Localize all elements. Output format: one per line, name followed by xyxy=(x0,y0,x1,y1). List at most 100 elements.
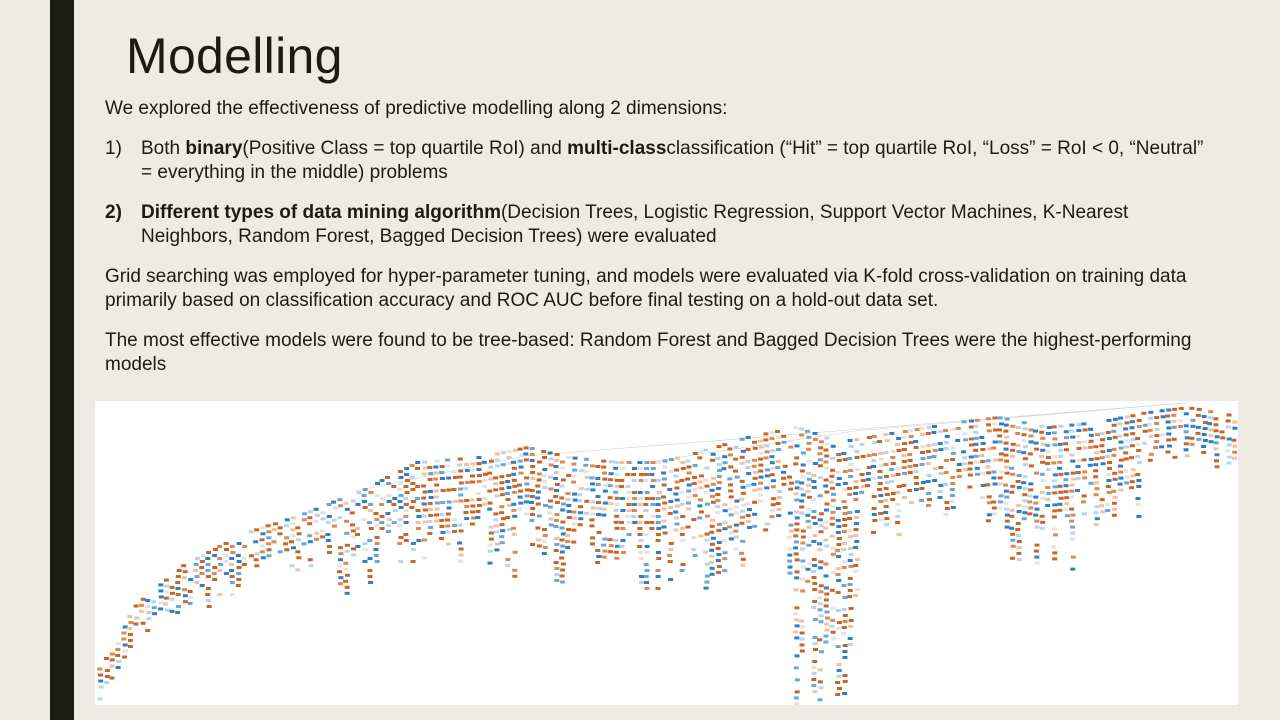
tree-node xyxy=(661,519,667,523)
tree-node xyxy=(163,596,169,600)
tree-node xyxy=(571,522,577,526)
tree-node xyxy=(560,502,566,506)
tree-node xyxy=(529,501,535,504)
tree-node xyxy=(793,534,799,538)
tree-node xyxy=(307,534,313,538)
tree-node xyxy=(747,508,752,511)
tree-node xyxy=(998,494,1004,498)
tree-node xyxy=(793,540,799,544)
tree-node xyxy=(1112,507,1118,511)
tree-node xyxy=(961,450,967,454)
tree-node xyxy=(787,559,793,563)
tree-node xyxy=(643,563,649,566)
tree-node xyxy=(847,559,853,562)
tree-node xyxy=(572,456,578,460)
tree-node xyxy=(709,566,715,570)
tree-node xyxy=(812,600,818,603)
tree-node xyxy=(457,457,463,461)
tree-node xyxy=(745,514,751,517)
tree-node xyxy=(985,465,991,469)
tree-node xyxy=(1009,490,1015,494)
tree-node xyxy=(842,674,848,677)
tree-node xyxy=(1130,474,1136,478)
tree-node xyxy=(895,491,901,494)
tree-node xyxy=(854,510,860,513)
tree-node xyxy=(625,485,631,488)
tree-node xyxy=(866,466,872,469)
tree-node xyxy=(1118,458,1124,462)
tree-node xyxy=(1069,495,1074,499)
tree-node xyxy=(806,441,812,445)
tree-node xyxy=(512,484,518,488)
tree-node xyxy=(355,545,361,548)
tree-node xyxy=(733,523,739,527)
tree-node xyxy=(248,530,254,534)
tree-node xyxy=(787,475,792,479)
tree-node xyxy=(511,532,517,536)
left-accent-bar xyxy=(50,0,74,720)
tree-node xyxy=(523,458,529,462)
tree-node xyxy=(853,570,859,573)
tree-node xyxy=(1069,519,1075,523)
tree-node xyxy=(854,588,860,591)
tree-node xyxy=(728,489,734,493)
tree-node xyxy=(854,468,860,471)
tree-node xyxy=(332,524,337,528)
tree-node xyxy=(266,554,272,558)
tree-node xyxy=(403,503,409,506)
tree-node xyxy=(991,470,997,474)
tree-node xyxy=(1010,484,1016,488)
tree-node xyxy=(637,503,643,506)
tree-node xyxy=(871,459,877,462)
tree-node xyxy=(422,538,427,542)
tree-node xyxy=(763,432,769,436)
tree-node xyxy=(1070,513,1076,517)
tree-node xyxy=(812,636,818,639)
tree-node xyxy=(686,465,692,469)
tree-node xyxy=(403,521,409,524)
tree-node xyxy=(679,479,685,482)
tree-node xyxy=(884,481,890,484)
tree-node xyxy=(770,479,776,483)
tree-node xyxy=(698,486,704,490)
tree-node xyxy=(709,494,715,498)
tree-node xyxy=(572,498,578,502)
tree-node xyxy=(902,442,908,445)
tree-node xyxy=(1213,441,1219,445)
tree-node xyxy=(1058,496,1064,500)
tree-node xyxy=(1165,414,1171,418)
tree-node xyxy=(1123,457,1129,461)
tree-node xyxy=(770,497,776,501)
tree-node xyxy=(1063,484,1069,488)
tree-node xyxy=(578,487,584,491)
tree-node xyxy=(1093,481,1099,485)
tree-node xyxy=(877,488,883,491)
tree-node xyxy=(583,457,589,461)
tree-node xyxy=(1118,440,1124,444)
tree-node xyxy=(343,561,349,565)
tree-node xyxy=(182,600,188,604)
tree-node xyxy=(1052,455,1058,459)
tree-node xyxy=(811,480,817,483)
tree-node xyxy=(889,432,895,435)
tree-node xyxy=(734,499,740,503)
tree-node xyxy=(728,483,733,487)
tree-node xyxy=(877,476,883,479)
tree-node xyxy=(655,539,661,542)
tree-node xyxy=(728,453,733,457)
tree-node xyxy=(530,471,536,474)
tree-node xyxy=(476,474,482,477)
tree-node xyxy=(511,526,516,530)
tree-node xyxy=(1183,448,1189,452)
tree-node xyxy=(127,615,133,618)
tree-node xyxy=(158,583,164,587)
tree-node xyxy=(1040,448,1046,452)
tree-node xyxy=(895,443,900,446)
tree-node xyxy=(668,500,674,503)
tree-node xyxy=(471,516,476,520)
tree-node xyxy=(836,675,842,678)
tree-node xyxy=(800,589,806,593)
tree-node xyxy=(668,548,674,551)
tree-node xyxy=(758,445,764,449)
tree-node xyxy=(841,548,847,551)
